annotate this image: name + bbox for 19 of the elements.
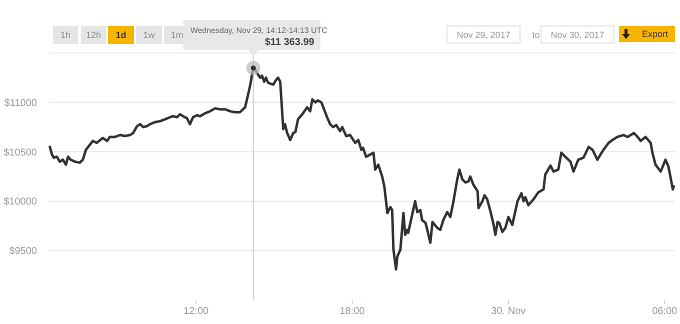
- y-tick-label: $9500: [9, 246, 38, 258]
- text: 1d: [116, 30, 126, 40]
- x-tick-label: 30. Nov: [491, 306, 526, 317]
- text: Nov 29, 2017: [456, 30, 510, 40]
- y-tick-label: $10000: [4, 196, 38, 208]
- text: 1w: [143, 30, 156, 40]
- y-tick-label: $11000: [4, 98, 38, 109]
- x-tick-label: 18:00: [340, 306, 366, 317]
- x-tick-label: 06:00: [652, 306, 678, 317]
- text: 12h: [86, 30, 102, 40]
- text: Wednesday, Nov 29, 14:12-14:13 UTC: [190, 26, 328, 35]
- text: 1m: [170, 30, 184, 40]
- text: Export: [642, 29, 669, 40]
- text: Nov 30, 2017: [550, 30, 604, 40]
- y-tick-label: $10500: [4, 147, 38, 158]
- x-tick-label: 12:00: [184, 306, 210, 317]
- text: to: [532, 30, 540, 40]
- text: $11 363.99: [264, 37, 315, 48]
- text: 1h: [60, 30, 71, 40]
